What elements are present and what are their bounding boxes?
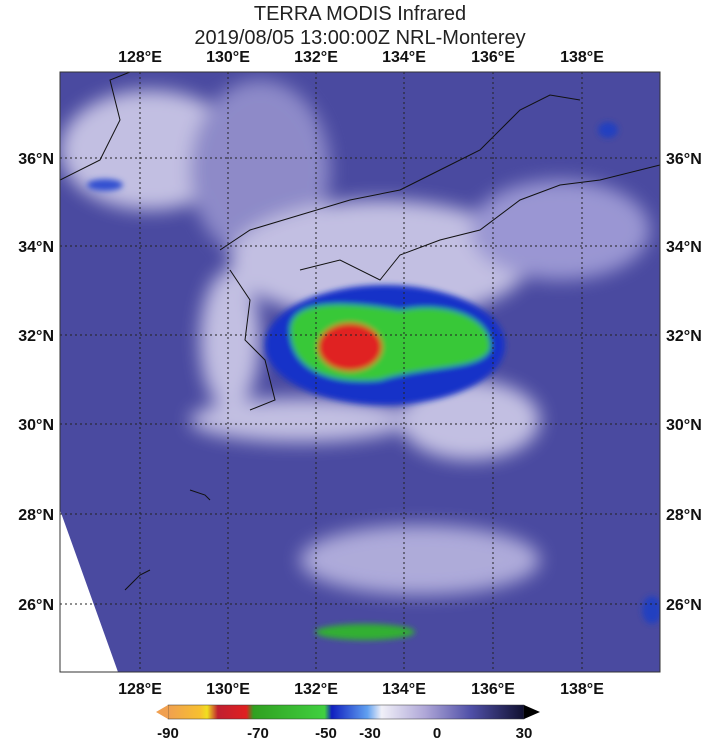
lon-label: 132°E xyxy=(294,49,338,66)
colorbar-tick-label: 30 xyxy=(516,725,533,742)
lat-label: 34°N xyxy=(666,239,702,256)
colorbar-tick-label: -50 xyxy=(315,725,337,742)
lon-label: 130°E xyxy=(206,49,250,66)
lon-label: 128°E xyxy=(118,681,162,698)
lat-label: 36°N xyxy=(18,151,54,168)
colorbar-tick-label: 0 xyxy=(433,725,441,742)
lon-label: 138°E xyxy=(560,49,604,66)
lon-label: 128°E xyxy=(118,49,162,66)
lat-label: 36°N xyxy=(666,151,702,168)
colorbar-tick-label: -30 xyxy=(359,725,381,742)
lat-label: 28°N xyxy=(18,507,54,524)
lat-label: 28°N xyxy=(666,507,702,524)
colorbar-tick-label: -70 xyxy=(247,725,269,742)
lon-label: 134°E xyxy=(382,49,426,66)
lon-label: 136°E xyxy=(471,681,515,698)
colorbar xyxy=(156,704,540,720)
lon-label: 130°E xyxy=(206,681,250,698)
lat-label: 32°N xyxy=(18,328,54,345)
lon-label: 134°E xyxy=(382,681,426,698)
imagery xyxy=(60,72,660,672)
graticule xyxy=(60,72,660,672)
lon-label: 136°E xyxy=(471,49,515,66)
map-frame xyxy=(59,71,661,673)
lat-label: 34°N xyxy=(18,239,54,256)
lat-label: 26°N xyxy=(666,597,702,614)
lat-label: 30°N xyxy=(18,417,54,434)
lon-label: 132°E xyxy=(294,681,338,698)
colorbar-tick-label: -90 xyxy=(157,725,179,742)
title-line: 2019/08/05 13:00:00Z NRL-Monterey xyxy=(194,27,525,49)
lat-label: 30°N xyxy=(666,417,702,434)
lat-label: 26°N xyxy=(18,597,54,614)
lon-label: 138°E xyxy=(560,681,604,698)
title-line: TERRA MODIS Infrared xyxy=(254,3,466,25)
lat-label: 32°N xyxy=(666,328,702,345)
